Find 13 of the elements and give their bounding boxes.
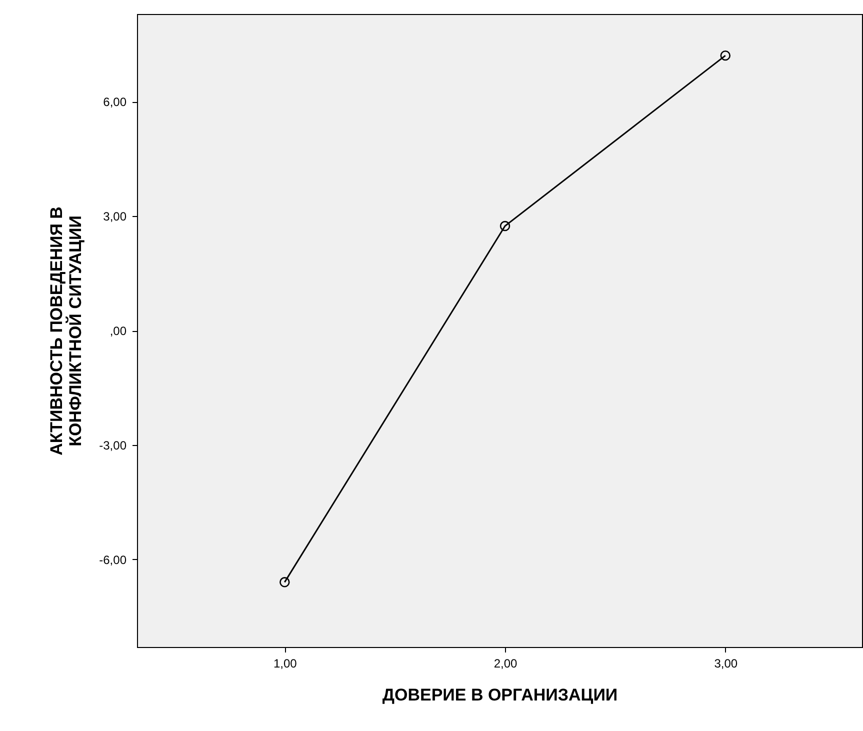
point bbox=[280, 577, 290, 588]
x-tick-label: 2,00 bbox=[494, 656, 518, 670]
point bbox=[500, 220, 510, 232]
y-tick-label: -3,00 bbox=[99, 438, 127, 452]
y-tick-label: -6,00 bbox=[99, 552, 127, 567]
x-tick-label: 3,00 bbox=[714, 656, 738, 670]
y-axis-title: АКТИВНОСТЬ ПОВЕДЕНИЯ В КОНФЛИКТНОЙ СИТУАЦИИ bbox=[47, 206, 86, 456]
y-tick-label: ,00 bbox=[110, 324, 127, 338]
point bbox=[720, 50, 730, 61]
x-tick-label: 1,00 bbox=[273, 656, 298, 670]
x-axis-title: ДОВЕРИЕ В ОРГАНИЗАЦИИ bbox=[382, 686, 618, 704]
y-tick-label: 3,00 bbox=[103, 210, 127, 224]
y-tick-label: 6,00 bbox=[103, 95, 127, 110]
